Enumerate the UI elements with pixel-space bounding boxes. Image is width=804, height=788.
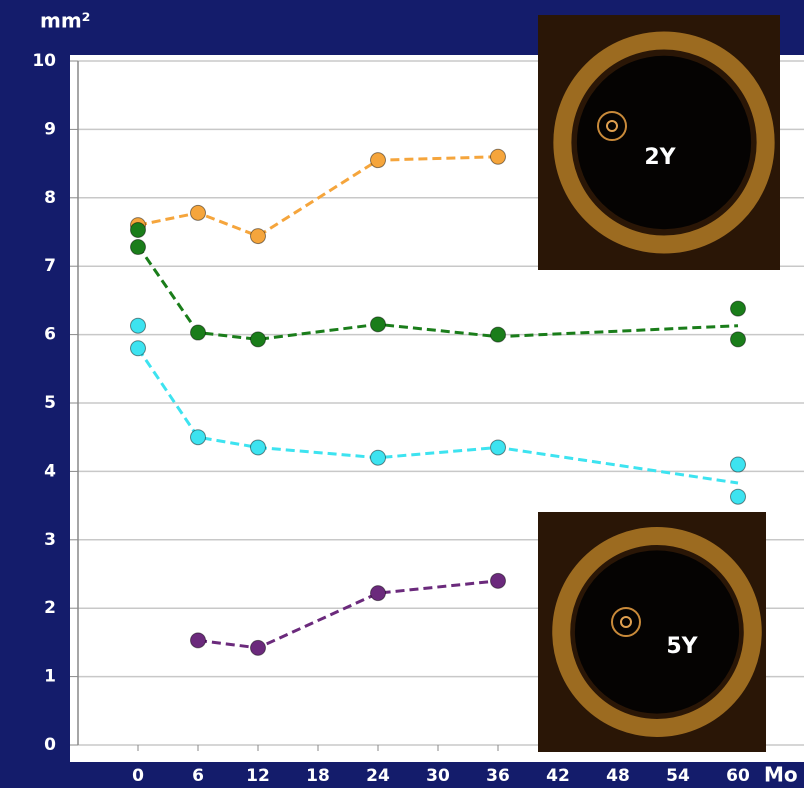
oct-inset: 5Y: [538, 512, 766, 752]
y-tick-label: 3: [44, 530, 56, 550]
y-tick-label: 9: [44, 119, 56, 139]
data-point: [731, 301, 746, 316]
x-tick-label: 42: [546, 766, 570, 786]
data-point: [191, 430, 206, 445]
x-tick-label: 12: [246, 766, 270, 786]
y-tick-label: 4: [44, 461, 56, 481]
data-point: [191, 205, 206, 220]
data-point: [131, 240, 146, 255]
y-tick-label: 8: [44, 188, 56, 208]
data-point: [371, 317, 386, 332]
data-point: [251, 332, 266, 347]
y-tick-label: 0: [44, 735, 56, 755]
y-tick-label: 5: [44, 393, 56, 413]
data-point: [731, 489, 746, 504]
y-tick-label: 6: [44, 325, 56, 345]
x-tick-label: 60: [726, 766, 750, 786]
inset-label: 2Y: [644, 145, 676, 170]
x-axis-label: Mo: [764, 763, 798, 787]
x-tick-label: 48: [606, 766, 630, 786]
data-point: [191, 633, 206, 648]
inset-label: 5Y: [666, 634, 698, 659]
data-point: [731, 332, 746, 347]
chart-title: mm²: [40, 9, 90, 33]
lumen: [577, 56, 751, 229]
data-point: [251, 229, 266, 244]
x-tick-label: 0: [132, 766, 144, 786]
data-point: [251, 440, 266, 455]
y-tick-label: 1: [44, 667, 56, 687]
data-point: [191, 325, 206, 340]
data-point: [251, 640, 266, 655]
x-tick-label: 30: [426, 766, 450, 786]
data-point: [131, 318, 146, 333]
data-point: [371, 450, 386, 465]
chart: mm² Mo 012345678910061218243036424854602…: [0, 0, 804, 788]
data-point: [131, 222, 146, 237]
x-tick-label: 24: [366, 766, 390, 786]
y-tick-label: 10: [32, 51, 56, 71]
data-point: [371, 153, 386, 168]
lumen: [575, 550, 739, 713]
x-tick-label: 36: [486, 766, 510, 786]
data-point: [491, 573, 506, 588]
data-point: [371, 586, 386, 601]
data-point: [491, 327, 506, 342]
y-tick-label: 7: [44, 256, 56, 276]
x-tick-label: 6: [192, 766, 204, 786]
data-point: [731, 457, 746, 472]
y-tick-label: 2: [44, 598, 56, 618]
x-tick-label: 54: [666, 766, 690, 786]
data-point: [131, 341, 146, 356]
data-point: [491, 149, 506, 164]
data-point: [491, 440, 506, 455]
x-tick-label: 18: [306, 766, 330, 786]
oct-inset: 2Y: [538, 15, 780, 270]
